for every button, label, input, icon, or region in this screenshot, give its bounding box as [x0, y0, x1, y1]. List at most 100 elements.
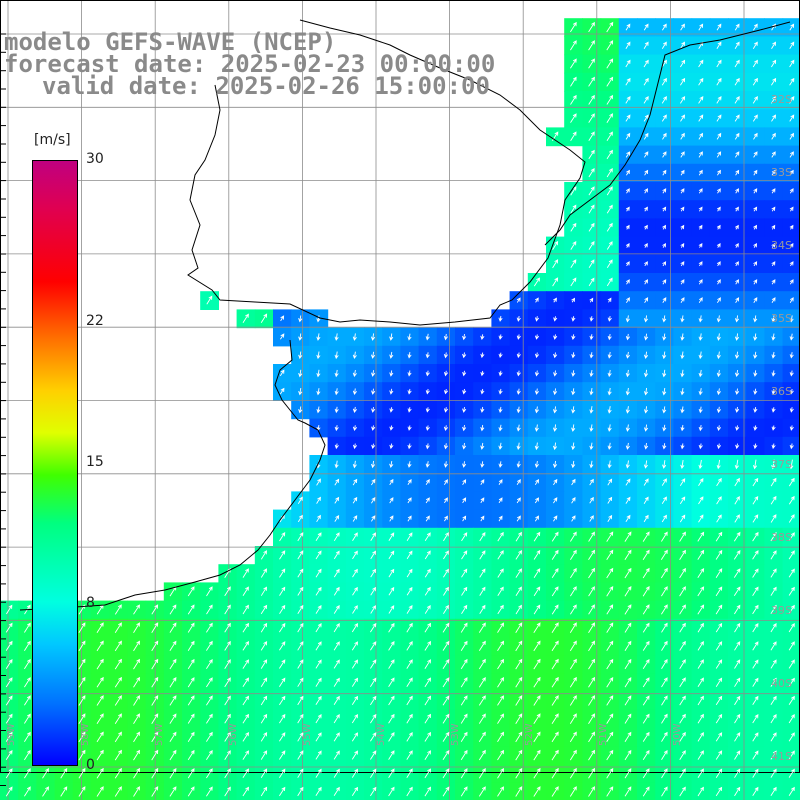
wind-arrow [753, 443, 758, 450]
wind-arrow [169, 658, 177, 670]
wind-arrow [407, 479, 412, 486]
wind-arrow [370, 532, 376, 541]
wind-arrow [552, 424, 558, 432]
wind-arrow [680, 114, 686, 122]
wind-arrow [752, 41, 758, 49]
wind-arrow [752, 496, 759, 505]
wind-arrow [625, 243, 630, 248]
wind-arrow [480, 388, 485, 395]
wind-arrow [315, 695, 322, 706]
wind-arrow [260, 550, 267, 560]
wind-arrow [206, 622, 213, 633]
wind-arrow [606, 549, 614, 561]
wind-arrow [771, 114, 777, 122]
wind-arrow [716, 459, 721, 470]
wind-arrow [297, 622, 304, 633]
latitude-label: 37S [771, 458, 792, 471]
colorbar-tick-label: 22 [86, 312, 104, 329]
wind-arrow [442, 786, 450, 797]
wind-arrow [478, 640, 486, 652]
wind-arrow [697, 786, 704, 797]
wind-arrow [753, 388, 758, 395]
wind-arrow [680, 23, 685, 31]
wind-arrow [752, 114, 758, 122]
wind-arrow [679, 695, 686, 706]
wind-arrow [588, 658, 595, 670]
wind-arrow [479, 550, 486, 560]
wind-arrow [788, 750, 795, 760]
wind-arrow [425, 352, 430, 359]
wind-arrow [406, 568, 413, 578]
wind-arrow [752, 768, 759, 778]
wind-arrow [716, 388, 721, 396]
wind-arrow [478, 658, 486, 670]
wind-arrow [315, 641, 322, 651]
wind-arrow [680, 188, 685, 194]
wind-arrow [698, 297, 703, 303]
wind-arrow [388, 641, 395, 651]
wind-arrow [334, 460, 339, 469]
wind-arrow [715, 677, 723, 687]
wind-arrow [698, 315, 703, 323]
wind-arrow [771, 151, 776, 158]
wind-arrow [297, 659, 304, 669]
wind-arrow [679, 786, 686, 797]
wind-arrow [351, 750, 358, 760]
wind-arrow [187, 640, 195, 651]
wind-arrow [789, 96, 795, 104]
wind-arrow [625, 114, 631, 122]
wind-arrow [752, 59, 758, 68]
wind-arrow [715, 750, 723, 760]
wind-arrow [642, 731, 650, 742]
wind-arrow [624, 640, 632, 651]
wind-arrow [460, 749, 468, 761]
wind-arrow [679, 768, 686, 779]
wind-arrow [716, 59, 722, 68]
wind-arrow [78, 658, 86, 670]
wind-arrow [625, 77, 631, 86]
wind-arrow [771, 77, 777, 86]
wind-arrow [133, 622, 140, 633]
wind-arrow [570, 259, 577, 269]
wind-arrow [697, 750, 704, 760]
wind-arrow [715, 695, 723, 706]
wind-arrow [588, 40, 595, 51]
wind-arrow [606, 168, 613, 178]
wind-arrow [697, 732, 704, 742]
wind-arrow [624, 531, 632, 542]
wind-arrow [570, 241, 577, 250]
wind-arrow [242, 313, 249, 323]
wind-arrow [442, 677, 450, 688]
wind-arrow [789, 77, 795, 86]
wind-arrow [480, 497, 485, 504]
wind-arrow [553, 297, 557, 303]
wind-arrow [515, 550, 523, 560]
wind-arrow [788, 550, 795, 560]
wind-arrow [643, 315, 649, 323]
wind-arrow [735, 169, 740, 176]
wind-arrow [624, 713, 632, 724]
wind-arrow [96, 640, 104, 652]
wind-arrow [151, 695, 159, 706]
wind-arrow [588, 749, 595, 761]
wind-arrow [771, 425, 776, 431]
wind-arrow [588, 786, 595, 797]
wind-arrow [661, 677, 668, 688]
wind-arrow [606, 768, 614, 779]
wind-arrow [242, 568, 249, 578]
wind-arrow [479, 586, 486, 596]
wind-arrow [606, 241, 613, 250]
wind-arrow [406, 659, 413, 669]
wind-arrow [298, 315, 303, 323]
wind-arrow [771, 59, 777, 68]
wind-arrow [770, 768, 777, 778]
wind-arrow [606, 786, 614, 797]
wind-arrow [370, 659, 377, 669]
wind-arrow [206, 295, 213, 305]
wind-arrow [606, 640, 614, 652]
wind-arrow [625, 279, 630, 285]
wind-arrow [735, 224, 739, 230]
longitude-label: 52W [524, 723, 535, 746]
wind-arrow [498, 352, 503, 359]
longitude-label: 54W [376, 723, 387, 746]
